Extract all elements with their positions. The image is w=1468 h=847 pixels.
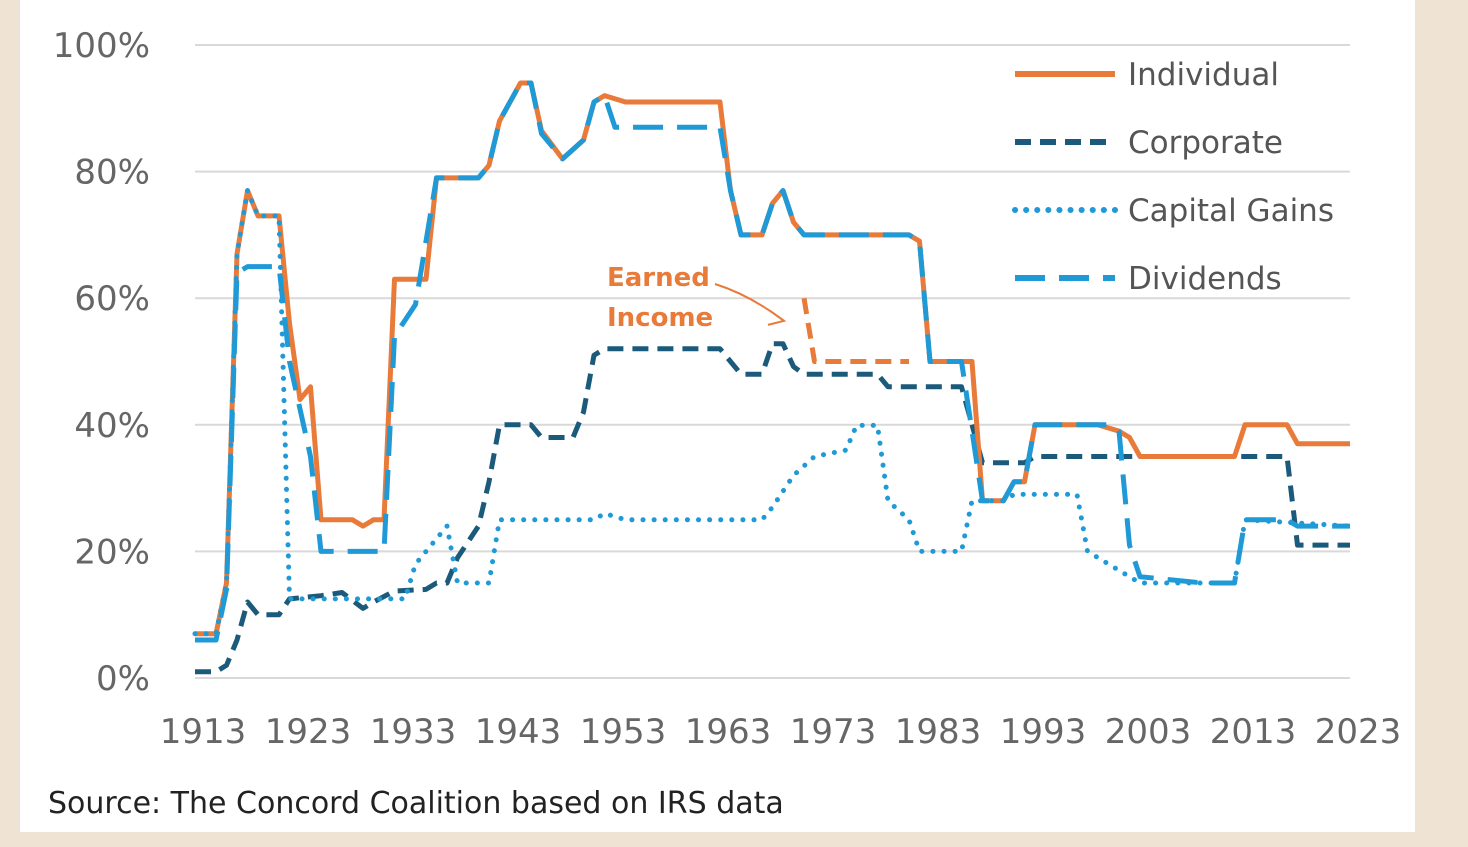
series-line-earned-income <box>801 297 909 364</box>
series-line-capital-gains <box>192 188 1353 637</box>
x-tick-label: 1923 <box>265 712 352 752</box>
legend-label-corporate: Corporate <box>1128 125 1283 161</box>
x-tick-label: 2013 <box>1210 712 1297 752</box>
series-lines <box>192 80 1353 675</box>
x-tick-label: 1943 <box>475 712 562 752</box>
chart-panel <box>20 0 1415 832</box>
y-axis-ticks: 0% 20% 40% 60% 80% 100% <box>53 26 150 699</box>
x-tick-label: 1933 <box>370 712 457 752</box>
source-note: Source: The Concord Coalition based on I… <box>48 786 784 821</box>
x-tick-label: 2023 <box>1315 712 1402 752</box>
legend: Individual Corporate Capital Gains Dividend… <box>1012 57 1334 297</box>
legend-label-capital-gains: Capital Gains <box>1128 193 1334 229</box>
y-tick-label: 0% <box>96 659 150 699</box>
y-tick-label: 100% <box>53 26 150 66</box>
annotation-arrowhead <box>767 310 787 326</box>
x-tick-label: 1963 <box>685 712 772 752</box>
x-tick-label: 1993 <box>1000 712 1087 752</box>
x-tick-label: 1953 <box>580 712 667 752</box>
legend-label-individual: Individual <box>1128 57 1279 93</box>
earned-income-annotation: Earned Income <box>607 263 787 333</box>
x-tick-label: 1983 <box>895 712 982 752</box>
x-axis-ticks: 1913 1923 1933 1943 1953 1963 1973 1983 1993 2003… <box>160 712 1402 752</box>
x-tick-label: 1913 <box>160 712 247 752</box>
annotation-text: Earned <box>607 263 710 293</box>
annotation-text: Income <box>607 303 713 333</box>
y-tick-label: 20% <box>74 532 150 572</box>
y-tick-label: 60% <box>74 279 150 319</box>
legend-label-dividends: Dividends <box>1128 261 1282 297</box>
y-tick-label: 40% <box>74 406 150 446</box>
x-tick-label: 2003 <box>1105 712 1192 752</box>
y-tick-label: 80% <box>74 153 150 193</box>
annotation-arrow <box>714 283 785 322</box>
series-line-dividends <box>195 80 1350 643</box>
series-line-corporate <box>195 341 1350 675</box>
x-tick-label: 1973 <box>790 712 877 752</box>
